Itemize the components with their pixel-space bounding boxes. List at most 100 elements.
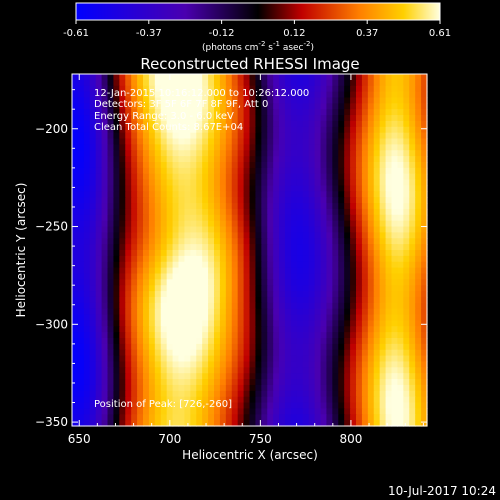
- heatmap-cell: [373, 109, 381, 116]
- heatmap-cell: [403, 285, 410, 292]
- heatmap-cell: [219, 267, 227, 275]
- heatmap-cell: [409, 314, 416, 321]
- heatmap-cell: [308, 91, 316, 99]
- heatmap-cell: [391, 296, 399, 304]
- heatmap-cell: [249, 291, 257, 298]
- heatmap-cell: [261, 420, 268, 427]
- heatmap-cell: [314, 220, 322, 228]
- heatmap-cell: [261, 74, 268, 81]
- heatmap-cell: [273, 244, 280, 251]
- heatmap-cell: [148, 238, 156, 245]
- heatmap-cell: [308, 179, 316, 187]
- heatmap-cell: [367, 320, 375, 327]
- heatmap-cell: [131, 367, 138, 374]
- heatmap-cell: [154, 132, 162, 140]
- heatmap-cell: [72, 103, 79, 110]
- heatmap-cell: [290, 150, 298, 157]
- heatmap-cell: [89, 244, 97, 251]
- heatmap-cell: [356, 291, 363, 298]
- heatmap-cell: [403, 338, 410, 345]
- heatmap-cell: [125, 74, 132, 81]
- heatmap-cell: [302, 396, 310, 404]
- heatmap-cell: [391, 396, 399, 404]
- heatmap-cell: [243, 91, 251, 99]
- heatmap-cell: [72, 396, 79, 404]
- heatmap-cell: [332, 273, 339, 280]
- heatmap-cell: [166, 79, 174, 87]
- heatmap-cell: [196, 74, 203, 81]
- heatmap-cell: [415, 173, 422, 181]
- heatmap-cell: [296, 267, 304, 275]
- heatmap-cell: [314, 208, 322, 216]
- heatmap-cell: [409, 261, 416, 269]
- heatmap-cell: [89, 273, 97, 280]
- heatmap-cell: [202, 197, 209, 204]
- heatmap-cell: [208, 355, 215, 363]
- heatmap-cell: [219, 232, 227, 239]
- annotation-peak-position: Position of Peak: [726,-260]: [94, 399, 232, 410]
- heatmap-cell: [184, 214, 191, 222]
- heatmap-cell: [113, 103, 120, 110]
- heatmap-cell: [314, 349, 322, 357]
- heatmap-cell: [409, 308, 416, 316]
- heatmap-cell: [113, 314, 120, 321]
- heatmap-cell: [249, 144, 257, 151]
- heatmap-cell: [279, 191, 286, 198]
- heatmap-cell: [379, 162, 387, 169]
- heatmap-cell: [184, 208, 191, 216]
- heatmap-cell: [125, 343, 132, 351]
- heatmap-cell: [214, 408, 221, 415]
- heatmap-cell: [350, 120, 357, 128]
- heatmap-cell: [350, 109, 357, 116]
- heatmap-cell: [225, 191, 233, 198]
- heatmap-cell: [356, 103, 363, 110]
- heatmap-cell: [249, 103, 257, 110]
- heatmap-cell: [344, 238, 351, 245]
- heatmap-cell: [113, 390, 120, 398]
- heatmap-cell: [166, 203, 174, 210]
- heatmap-cell: [143, 343, 150, 351]
- heatmap-cell: [379, 167, 387, 175]
- heatmap-cell: [409, 185, 416, 192]
- heatmap-cell: [184, 384, 191, 392]
- heatmap-cell: [397, 156, 404, 163]
- heatmap-cell: [83, 120, 91, 128]
- heatmap-cell: [113, 420, 120, 427]
- heatmap-cell: [113, 208, 120, 216]
- heatmap-cell: [243, 191, 251, 198]
- heatmap-cell: [243, 408, 251, 415]
- heatmap-cell: [344, 361, 351, 368]
- heatmap-cell: [285, 244, 292, 251]
- heatmap-cell: [214, 167, 221, 175]
- heatmap-cell: [385, 126, 393, 134]
- heatmap-cell: [125, 91, 132, 99]
- heatmap-cell: [403, 255, 410, 263]
- heatmap-cell: [296, 109, 304, 116]
- heatmap-cell: [350, 191, 357, 198]
- heatmap-cell: [338, 109, 345, 116]
- annotation-energy: Energy Range: 3.0 - 6.0 keV: [94, 111, 234, 122]
- heatmap-cell: [403, 291, 410, 298]
- heatmap-cell: [379, 314, 387, 321]
- heatmap-cell: [379, 109, 387, 116]
- heatmap-cell: [231, 238, 239, 245]
- heatmap-cell: [332, 120, 339, 128]
- heatmap-cell: [196, 308, 203, 316]
- heatmap-cell: [119, 308, 126, 316]
- heatmap-cell: [190, 109, 197, 116]
- heatmap-cell: [285, 226, 292, 233]
- heatmap-cell: [415, 302, 422, 310]
- heatmap-cell: [107, 126, 115, 134]
- heatmap-cell: [243, 384, 251, 392]
- heatmap-cell: [137, 302, 144, 310]
- heatmap-cell: [314, 238, 322, 245]
- heatmap-cell: [72, 138, 79, 145]
- heatmap-cell: [302, 109, 310, 116]
- heatmap-cell: [415, 296, 422, 304]
- heatmap-cell: [302, 408, 310, 415]
- heatmap-cell: [154, 115, 162, 122]
- heatmap-cell: [397, 279, 404, 286]
- heatmap-cell: [409, 402, 416, 409]
- heatmap-cell: [367, 296, 375, 304]
- heatmap-cell: [308, 343, 316, 351]
